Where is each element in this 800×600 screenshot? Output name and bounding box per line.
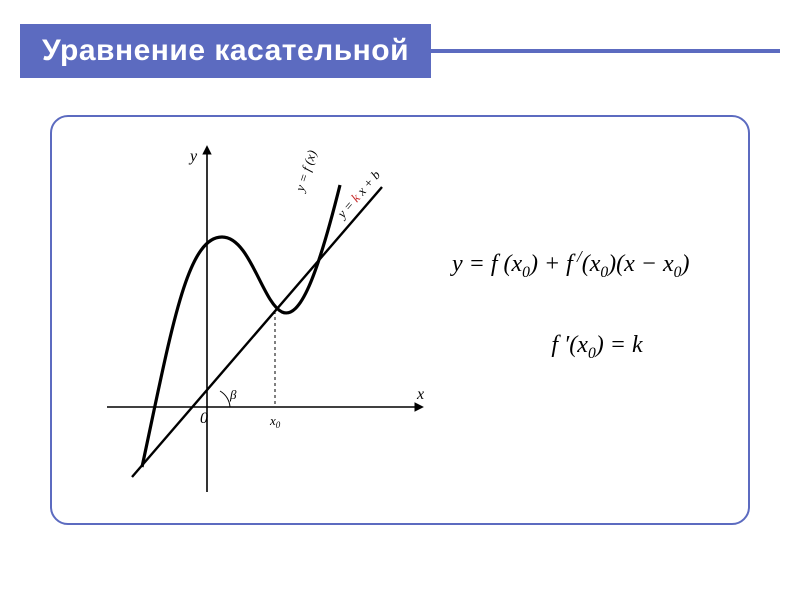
content-frame: x y 0 x0 β y = f (x) y = k x + b y = f (…: [50, 115, 750, 525]
title-underline: [431, 49, 780, 53]
tangent-equation: y = f (x0) + f /(x0)(x − x0): [452, 247, 742, 282]
origin-label: 0: [200, 410, 208, 427]
curve-label: y = f (x): [291, 148, 319, 195]
slope-equation: f ′(x0) = k: [452, 332, 742, 363]
title-bar: Уравнение касательной: [20, 22, 780, 80]
tangent-line: [132, 187, 382, 477]
x0-label: x0: [269, 413, 281, 430]
y-axis-label: y: [188, 148, 198, 165]
x-axis-label: x: [416, 386, 424, 403]
angle-label: β: [229, 387, 237, 402]
formula-area: y = f (x0) + f /(x0)(x − x0) f ′(x0) = k: [452, 247, 742, 363]
angle-arc: [220, 391, 230, 407]
function-curve: [142, 185, 340, 467]
page-title: Уравнение касательной: [20, 24, 431, 78]
tangent-diagram: x y 0 x0 β y = f (x) y = k x + b: [72, 127, 442, 517]
